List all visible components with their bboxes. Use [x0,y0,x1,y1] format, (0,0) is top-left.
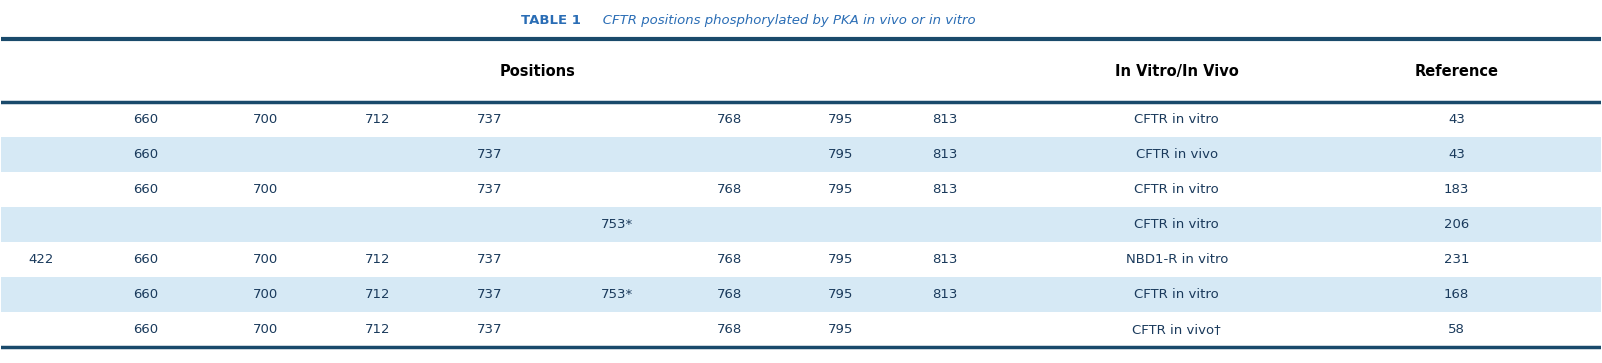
Text: 813: 813 [932,253,958,266]
Text: 660: 660 [133,148,159,161]
Text: In Vitro/In Vivo: In Vitro/In Vivo [1115,64,1238,79]
Text: 795: 795 [828,253,854,266]
Text: 737: 737 [476,183,501,196]
Text: 795: 795 [828,183,854,196]
Text: 712: 712 [365,113,389,126]
Text: 422: 422 [29,253,54,266]
Text: 813: 813 [932,113,958,126]
Text: Reference: Reference [1415,64,1499,79]
Text: 206: 206 [1443,218,1469,231]
Text: 768: 768 [716,288,742,301]
Text: 700: 700 [253,113,277,126]
Text: 168: 168 [1443,288,1469,301]
Text: CFTR in vitro: CFTR in vitro [1134,183,1219,196]
Text: 737: 737 [476,253,501,266]
Text: 768: 768 [716,183,742,196]
Text: 660: 660 [133,253,159,266]
Text: 737: 737 [476,148,501,161]
Text: 660: 660 [133,323,159,336]
Text: 737: 737 [476,288,501,301]
Text: 795: 795 [828,113,854,126]
Text: TABLE 1: TABLE 1 [521,14,582,27]
Bar [2,207,1600,242]
Text: Positions: Positions [500,64,575,79]
Text: CFTR in vitro: CFTR in vitro [1134,218,1219,231]
Text: 813: 813 [932,148,958,161]
Text: 183: 183 [1443,183,1469,196]
Text: 43: 43 [1448,148,1466,161]
Text: 795: 795 [828,288,854,301]
Text: CFTR in vitro: CFTR in vitro [1134,288,1219,301]
Text: CFTR in vivo: CFTR in vivo [1136,148,1218,161]
Text: 700: 700 [253,288,277,301]
Text: 768: 768 [716,113,742,126]
Text: 712: 712 [365,253,389,266]
Text: 813: 813 [932,288,958,301]
Text: 700: 700 [253,183,277,196]
Text: 700: 700 [253,323,277,336]
Text: 660: 660 [133,183,159,196]
Text: CFTR positions phosphorylated by PKA in vivo or in vitro: CFTR positions phosphorylated by PKA in … [590,14,976,27]
Text: 43: 43 [1448,113,1466,126]
Text: 768: 768 [716,323,742,336]
Text: 231: 231 [1443,253,1469,266]
Text: 753*: 753* [601,218,633,231]
Text: 58: 58 [1448,323,1466,336]
Text: 737: 737 [476,323,501,336]
Text: NBD1-R in vitro: NBD1-R in vitro [1126,253,1229,266]
Text: 737: 737 [476,113,501,126]
Text: 768: 768 [716,253,742,266]
Text: 795: 795 [828,323,854,336]
Text: 700: 700 [253,253,277,266]
Text: 795: 795 [828,148,854,161]
Bar [2,137,1600,172]
Text: 712: 712 [365,288,389,301]
Text: 753*: 753* [601,288,633,301]
Text: 660: 660 [133,288,159,301]
Text: CFTR in vivo†: CFTR in vivo† [1133,323,1221,336]
Text: CFTR in vitro: CFTR in vitro [1134,113,1219,126]
Text: 660: 660 [133,113,159,126]
Text: 813: 813 [932,183,958,196]
Bar [2,277,1600,312]
Text: 712: 712 [365,323,389,336]
